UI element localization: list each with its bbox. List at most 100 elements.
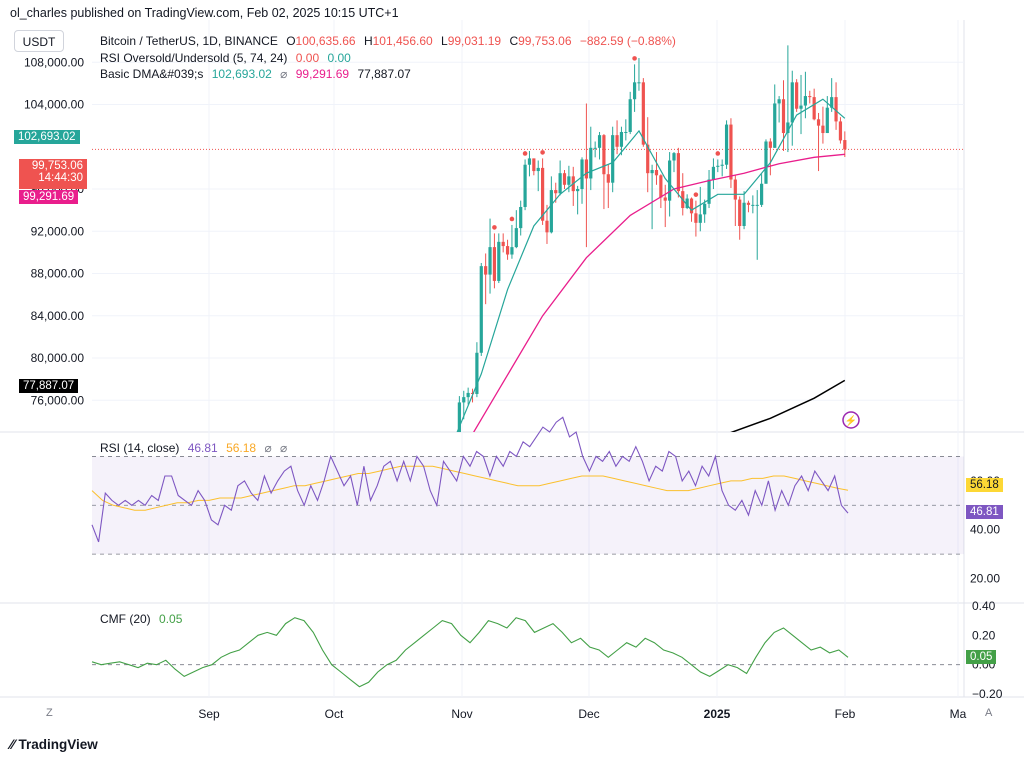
rsi-line xyxy=(91,416,849,543)
candle-body xyxy=(786,122,790,134)
candle-body xyxy=(816,119,821,126)
ohlc-close: C99,753.06 xyxy=(509,34,572,48)
publisher-line: ol_charles published on TradingView.com,… xyxy=(10,6,399,20)
candle-body xyxy=(838,121,843,141)
candle-body xyxy=(567,176,571,185)
tradingview-logo[interactable]: ⁄⁄ TradingView xyxy=(10,736,98,752)
price-plot xyxy=(456,45,847,432)
overbought-marker xyxy=(632,56,637,61)
eye-off-icon[interactable]: ⌀ xyxy=(264,441,272,455)
candle-body xyxy=(624,131,628,133)
x-tick-label: Ma xyxy=(950,707,967,721)
candle-body xyxy=(641,82,645,145)
candle-body xyxy=(619,131,624,147)
cmf-legend-value: 0.05 xyxy=(159,612,183,626)
zoom-button[interactable]: Z xyxy=(46,707,53,719)
candle-body xyxy=(497,241,501,281)
cmf-chip: 0.05 xyxy=(966,650,997,664)
x-tick-label: Oct xyxy=(325,707,344,721)
ohlc-open: O100,635.66 xyxy=(286,34,356,48)
candle-body xyxy=(694,213,698,223)
rsi-legend-value: 46.81 xyxy=(187,441,218,455)
candle-body xyxy=(519,206,523,229)
candle-body xyxy=(576,189,580,192)
ohlc-high: H101,456.60 xyxy=(363,34,433,48)
tradingview-logo-icon: ⁄⁄ xyxy=(10,736,15,752)
x-tick-label: 2025 xyxy=(704,707,731,721)
last-price-value: 99,753.06 xyxy=(31,160,83,172)
currency-button[interactable]: USDT xyxy=(14,30,64,52)
dma-fast-chip: 102,693.02 xyxy=(14,130,80,144)
candle-body xyxy=(558,173,562,194)
candle-body xyxy=(562,173,567,185)
candle-body xyxy=(628,99,632,132)
candle-body xyxy=(593,147,597,149)
candle-body xyxy=(501,241,505,247)
candle-body xyxy=(646,144,650,174)
candle-body xyxy=(716,165,720,167)
candle-body xyxy=(466,392,470,398)
candle-body xyxy=(541,167,545,221)
dma-name[interactable]: Basic DMA&#039;s xyxy=(100,67,204,81)
eye-off-icon[interactable]: ⌀ xyxy=(280,441,288,455)
auto-scale-button[interactable]: A xyxy=(985,707,993,719)
candle-body xyxy=(589,147,593,179)
candle-body xyxy=(698,214,702,223)
candle-body xyxy=(527,158,532,165)
rsi-chip: 46.81 xyxy=(966,505,1003,519)
last-price-chip: 99,753.06 14:44:30 xyxy=(19,159,87,189)
rsi-indicator-v1: 0.00 xyxy=(295,51,320,65)
rsi-y-tick: 20.00 xyxy=(970,572,1000,586)
candle-body xyxy=(479,266,483,353)
candle-body xyxy=(475,352,479,394)
alert-icon-glyph: ⚡ xyxy=(845,414,857,427)
candle-body xyxy=(764,141,768,184)
rsi-title[interactable]: RSI (14, close) xyxy=(100,441,180,455)
candle-body xyxy=(711,166,716,180)
candle-body xyxy=(611,135,615,183)
rsi-indicator-name[interactable]: RSI Oversold/Undersold (5, 74, 24) xyxy=(100,51,288,65)
candle-body xyxy=(755,204,759,206)
overbought-marker xyxy=(522,151,528,156)
symbol-name[interactable]: Bitcoin / TetherUS, 1D, BINANCE xyxy=(100,34,278,48)
dma-fast-line xyxy=(456,98,846,432)
candle-body xyxy=(821,125,825,134)
candle-body xyxy=(676,153,680,192)
cmf-line xyxy=(91,617,849,688)
candle-body xyxy=(545,220,549,233)
candle-body xyxy=(672,153,676,161)
price-layer: ⚡ xyxy=(92,45,964,432)
dma-mid-value: 99,291.69 xyxy=(295,67,350,81)
candle-body xyxy=(843,140,847,150)
cmf-legend: CMF (20) 0.05 xyxy=(100,612,187,626)
candle-body xyxy=(742,202,746,226)
candle-body xyxy=(746,202,751,205)
candle-body xyxy=(825,107,829,134)
candle-body xyxy=(492,247,497,281)
cmf-y-tick: 0.40 xyxy=(972,599,996,613)
candle-body xyxy=(812,97,816,120)
candle-body xyxy=(751,204,755,206)
cmf-layer xyxy=(91,617,964,688)
dma-slow-line xyxy=(730,379,846,432)
rsi-ma-chip: 56.18 xyxy=(966,478,1003,492)
candle-body xyxy=(659,175,663,198)
y-tick-label: 88,000.00 xyxy=(31,267,85,281)
rsi-layer xyxy=(91,416,964,555)
candle-body xyxy=(738,199,742,226)
cmf-title[interactable]: CMF (20) xyxy=(100,612,151,626)
candle-body xyxy=(615,135,619,147)
overbought-marker xyxy=(492,225,497,230)
overbought-marker xyxy=(540,150,545,155)
rsi-ma-legend-value: 56.18 xyxy=(226,441,257,455)
candle-body xyxy=(720,164,724,166)
rsi-indicator-v2: 0.00 xyxy=(327,51,351,65)
overbought-marker xyxy=(693,192,699,197)
candle-body xyxy=(703,203,707,215)
candle-body xyxy=(584,159,588,179)
candle-body xyxy=(689,198,694,214)
candle-body xyxy=(668,160,672,201)
candle-body xyxy=(637,82,641,84)
eye-off-icon[interactable]: ⌀ xyxy=(280,67,288,81)
